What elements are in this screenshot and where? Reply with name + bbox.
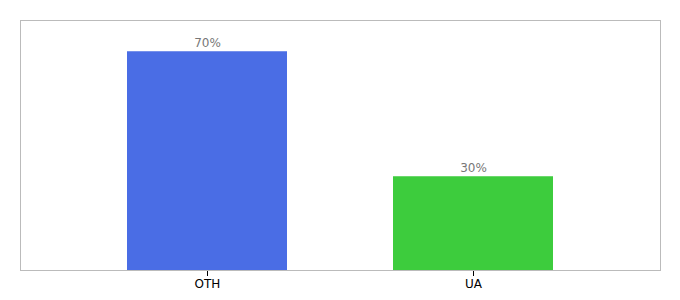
svg-text:70%: 70%	[194, 36, 221, 50]
svg-text:OTH: OTH	[195, 277, 221, 291]
svg-text:30%: 30%	[460, 161, 487, 175]
svg-text:UA: UA	[465, 277, 483, 291]
